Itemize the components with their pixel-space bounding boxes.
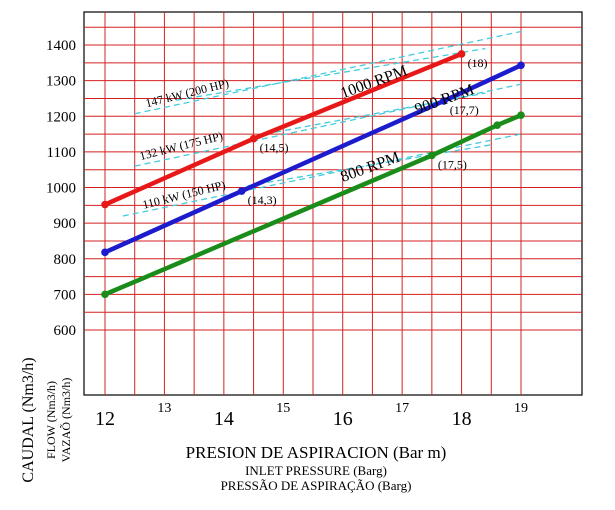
- y-tick-label: 1200: [46, 109, 76, 125]
- x-tick-label: 13: [157, 401, 171, 416]
- data-point: [517, 111, 525, 119]
- x-tick-label: 18: [452, 408, 472, 430]
- data-point: [101, 290, 109, 299]
- plot-frame: [83, 11, 583, 396]
- grid: [83, 11, 583, 396]
- data-points: [101, 50, 525, 299]
- x-tick-label: 16: [333, 408, 353, 430]
- series-line: [102, 112, 524, 297]
- power-line: [134, 30, 522, 115]
- data-point: [428, 151, 436, 160]
- x-tick-label: 15: [276, 401, 290, 416]
- y-tick-label: 1000: [46, 181, 76, 197]
- data-point: [517, 61, 525, 70]
- point-label: (14,5): [260, 141, 289, 155]
- y-tick-label: 600: [54, 323, 77, 339]
- point-label: (17,7): [450, 103, 479, 117]
- x-tick-label: 19: [514, 401, 528, 416]
- x-axis-title: PRESION DE ASPIRACION (Bar m): [186, 443, 447, 462]
- power-line: [247, 144, 492, 187]
- series-label: 1000 RPM: [338, 62, 409, 102]
- y-tick-label: 1400: [46, 38, 76, 54]
- y-axis-title: CAUDAL (Nm3/h): [20, 357, 37, 482]
- power-lines: [122, 30, 522, 217]
- x-tick-label: 17: [395, 401, 409, 416]
- x-tick-label: 14: [214, 408, 234, 430]
- y-tick-label: 800: [54, 252, 77, 268]
- power-line: [176, 47, 486, 101]
- data-point: [101, 248, 109, 257]
- y-tick-label: 1300: [46, 74, 76, 90]
- y-axis-title-3: VAZAÕ (Nm3/h): [59, 378, 73, 463]
- power-line: [134, 83, 522, 167]
- chart-labels: 600 700 800 900 1000 1100 1200 1300 1400 12 13 14 15…: [46, 38, 528, 430]
- data-point: [249, 134, 258, 143]
- data-point: [237, 187, 246, 195]
- data-point: [439, 97, 448, 105]
- point-label: (18): [468, 56, 488, 70]
- series-line: [102, 63, 524, 255]
- y-tick-label: 1100: [47, 145, 76, 161]
- data-point: [457, 50, 466, 58]
- x-axis-title-2: INLET PRESSURE (Barg): [245, 463, 387, 478]
- y-axis-title-2: FLOW (Nm3/h): [44, 381, 58, 459]
- y-tick-label: 900: [54, 216, 77, 232]
- power-line: [265, 92, 486, 135]
- point-label: (17,5): [438, 157, 467, 171]
- point-label: (14,3): [248, 193, 277, 207]
- x-tick-label: 12: [95, 408, 115, 430]
- x-axis-title-3: PRESSÃO DE ASPIRAÇÃO (Barg): [221, 478, 412, 493]
- y-tick-label: 700: [54, 287, 77, 303]
- data-point: [101, 200, 109, 209]
- power-line: [122, 133, 522, 217]
- data-point: [493, 121, 502, 129]
